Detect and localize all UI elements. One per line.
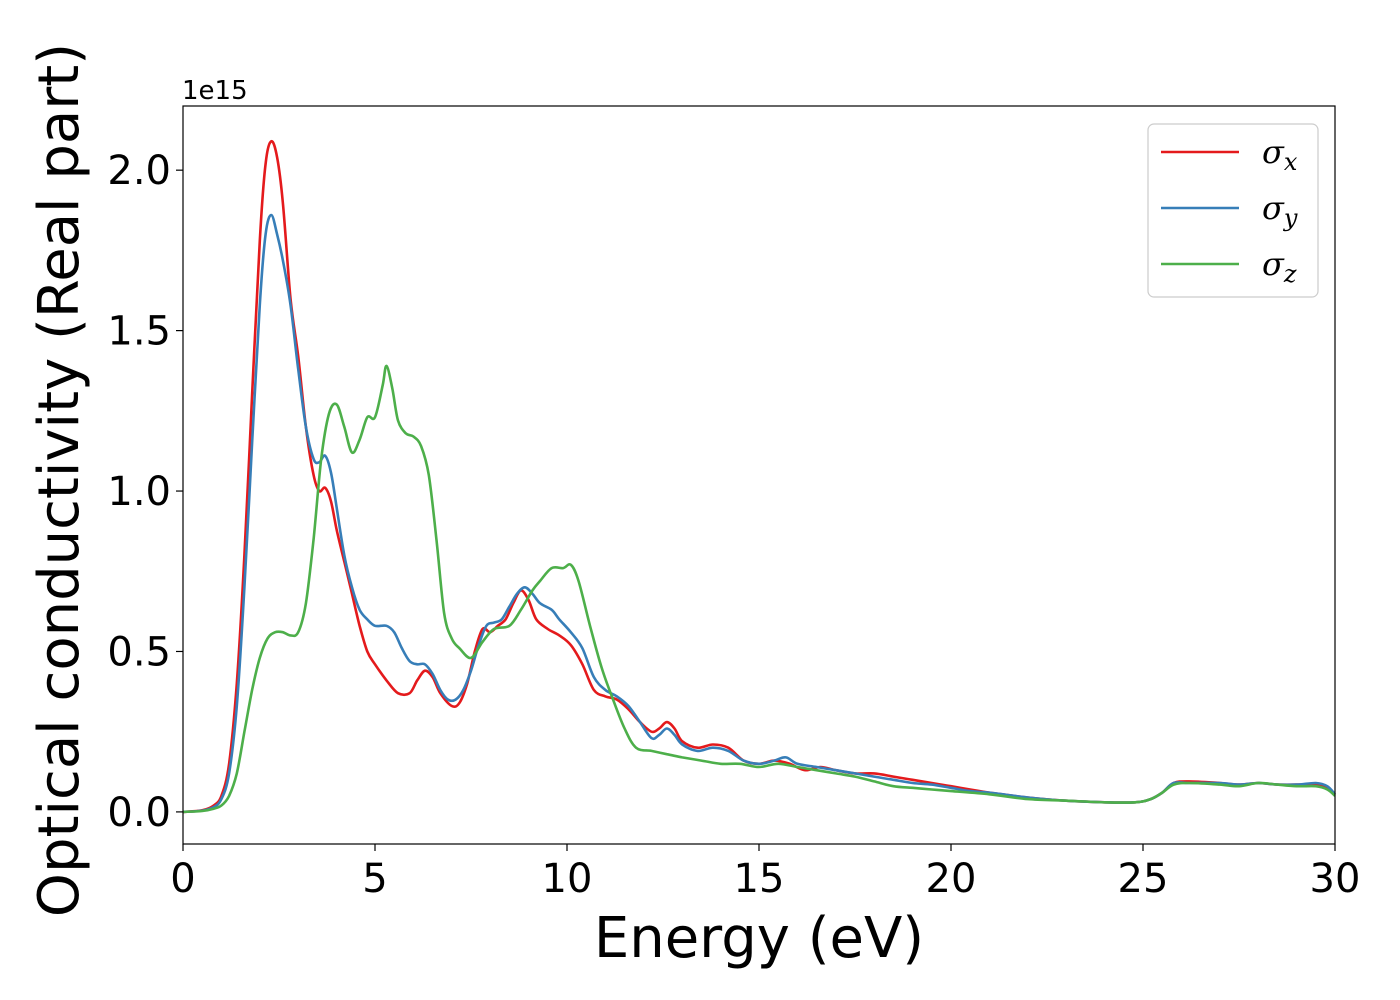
x-tick-label: 0	[170, 856, 195, 902]
x-tick-label: 25	[1118, 856, 1169, 902]
legend: σx σy σz	[1147, 123, 1319, 298]
ticks-layer: 0 5 10 15 20 25 30 0.0 0.5 1.0 1.5 2.0	[107, 148, 1360, 902]
y-tick-label: 0.5	[107, 629, 171, 675]
x-tick-label: 5	[362, 856, 387, 902]
legend-label-x: σx	[1262, 133, 1298, 176]
x-tick-label: 10	[542, 856, 593, 902]
y-tick-label: 1.0	[107, 469, 171, 515]
x-axis-label: Energy (eV)	[594, 906, 924, 971]
legend-label-y: σy	[1262, 189, 1298, 232]
y-tick-label: 0.0	[107, 790, 171, 836]
legend-label-z: σz	[1262, 245, 1297, 288]
y-tick-label: 1.5	[107, 309, 171, 355]
series-layer	[182, 139, 1336, 814]
x-tick-label: 20	[926, 856, 977, 902]
legend-frame	[1147, 123, 1319, 298]
series-line-y	[182, 213, 1336, 814]
y-offset-label: 1e15	[182, 76, 248, 106]
series-line-z	[182, 364, 1336, 814]
x-tick-label: 15	[734, 856, 785, 902]
y-tick-label: 2.0	[107, 148, 171, 194]
x-tick-label: 30	[1310, 856, 1361, 902]
y-axis-label: Optical conductivity (Real part)	[27, 43, 92, 917]
